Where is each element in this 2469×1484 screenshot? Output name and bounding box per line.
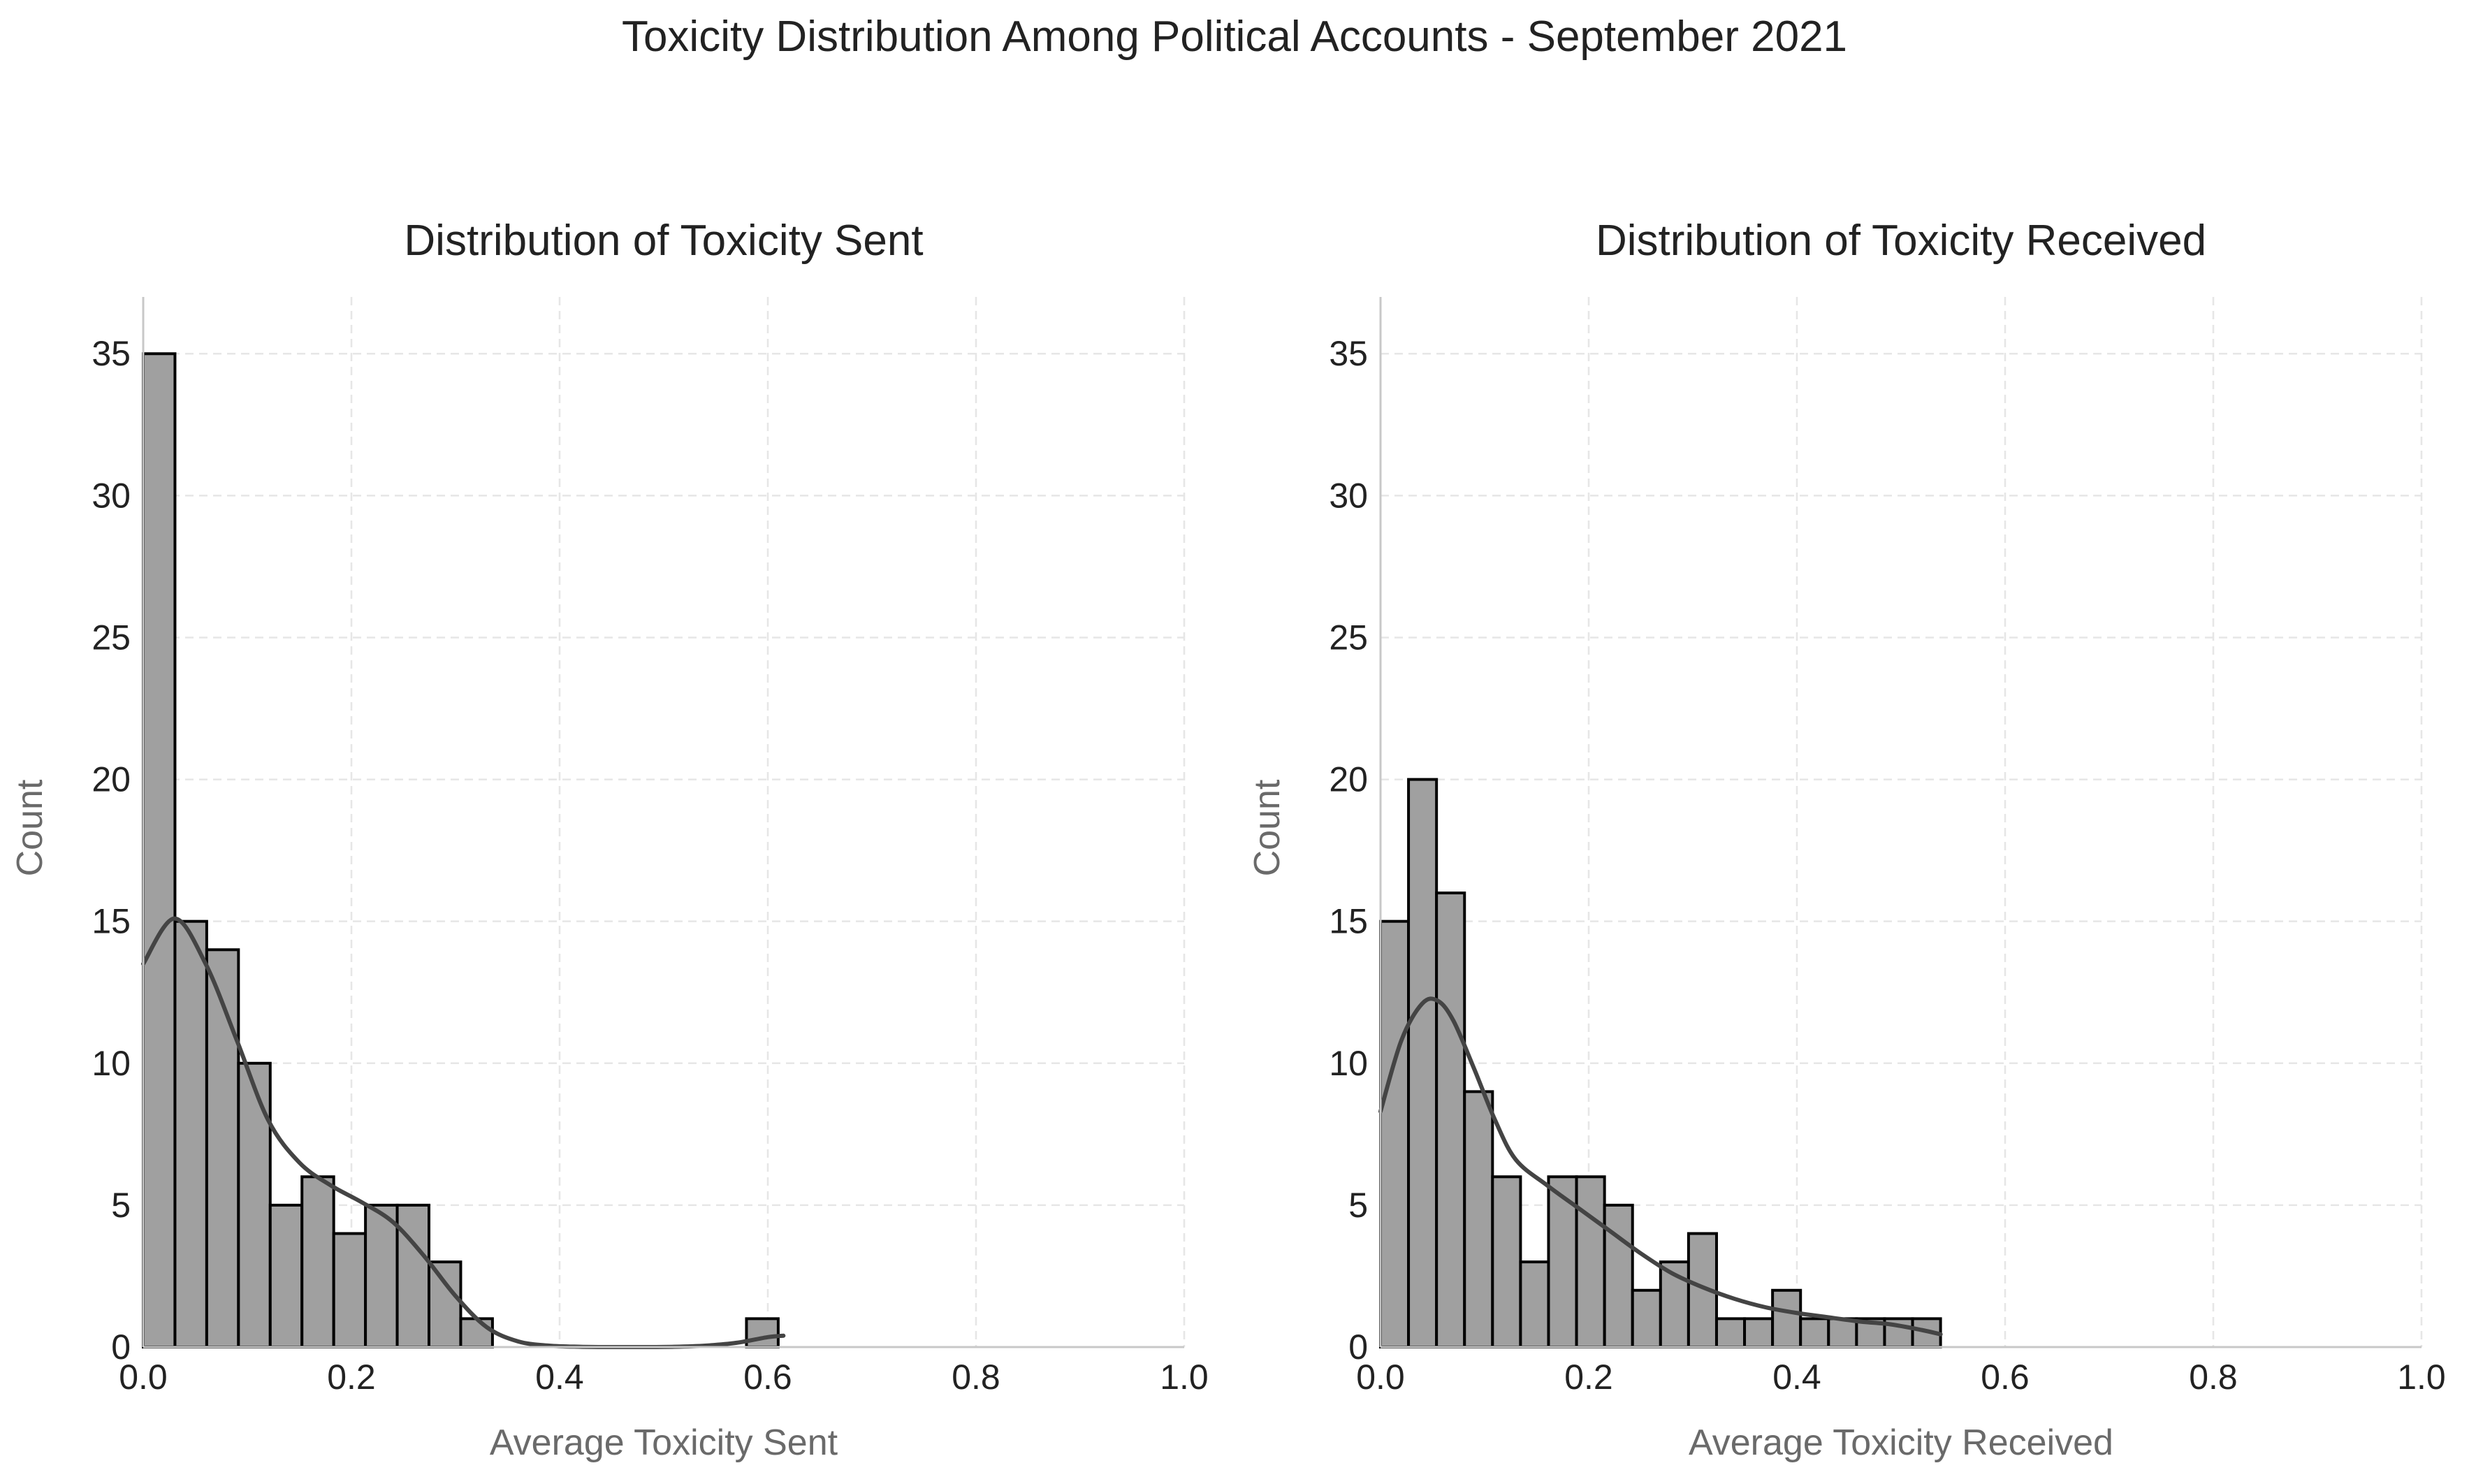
y-tick-label: 30 [92,476,131,515]
x-tick-label: 1.0 [2397,1358,2446,1397]
panel-toxicity-received: 0.0 0.2 0.4 0.6 0.8 1.0 0 5 10 15 20 25 30 35 Distribu… [1247,217,2446,1463]
histogram-bar [332,1232,367,1349]
x-axis-label: Average Toxicity Received [1689,1423,2113,1463]
y-tick-label: 25 [92,618,131,657]
histogram-bar [142,352,177,1348]
x-tick-label: 0.2 [1564,1358,1613,1397]
histogram-bar [1743,1317,1775,1349]
histogram-bar [395,1203,431,1348]
x-tick-label: 0.4 [1772,1358,1821,1397]
histogram-bar [1575,1175,1606,1348]
histogram-bar [300,1175,335,1348]
kde-curve [1378,996,1943,1337]
y-tick-label: 10 [92,1044,131,1083]
histogram-bar [1771,1288,1802,1348]
histogram-bar [1407,778,1439,1349]
y-tick-label: 0 [111,1327,131,1367]
histogram-bar [1714,1317,1747,1349]
x-tick-label: 0.6 [743,1358,792,1397]
y-tick-label: 10 [1329,1044,1368,1083]
subplot-title: Distribution of Toxicity Received [1596,217,2206,265]
histogram-bar [237,1061,272,1349]
histogram-bar [1799,1317,1830,1349]
y-tick-label: 30 [1329,476,1368,515]
y-tick-label: 25 [1329,618,1368,657]
y-tick-label: 15 [1329,902,1368,941]
histogram-bar [1603,1203,1634,1348]
histogram-bar [364,1203,399,1348]
subplot-title: Distribution of Toxicity Sent [404,217,923,265]
histogram-bar [1519,1260,1550,1348]
histogram-bar [268,1203,304,1348]
histogram-bar [1491,1175,1522,1348]
y-tick-label: 15 [92,902,131,941]
histogram-bar [173,919,208,1348]
figure-title: Toxicity Distribution Among Political Ac… [622,13,1847,61]
x-axis-label: Average Toxicity Sent [490,1423,838,1463]
x-tick-label: 0.4 [535,1358,584,1397]
panel-toxicity-sent: 0.0 0.2 0.4 0.6 0.8 1.0 0 5 10 15 20 25 30 35 Distribu… [10,217,1209,1463]
y-tick-label: 20 [1329,760,1368,799]
y-tick-label: 5 [111,1186,131,1225]
y-tick-label: 5 [1348,1186,1368,1225]
histogram-bar [1463,1090,1494,1348]
x-tick-label: 0.0 [1356,1358,1405,1397]
x-tick-label: 0.0 [119,1358,168,1397]
histogram-bar [459,1317,494,1349]
x-tick-label: 0.8 [2189,1358,2238,1397]
y-axis-label: Count [10,779,50,876]
y-axis-label: Count [1247,779,1288,876]
x-tick-label: 0.6 [1981,1358,2030,1397]
histogram-bar [1379,919,1411,1348]
histogram-bar [745,1317,780,1349]
x-tick-label: 1.0 [1160,1358,1209,1397]
histogram-bar [1435,892,1466,1348]
y-tick-label: 35 [92,334,131,373]
x-tick-label: 0.8 [952,1358,1000,1397]
histogram-bar [205,948,240,1348]
histogram-bar [428,1260,463,1348]
y-tick-label: 20 [92,760,131,799]
y-tick-label: 35 [1329,334,1368,373]
histogram-bar [1631,1288,1662,1348]
x-tick-label: 0.2 [327,1358,376,1397]
y-tick-label: 0 [1348,1327,1368,1367]
histogram-bar [1827,1317,1858,1349]
